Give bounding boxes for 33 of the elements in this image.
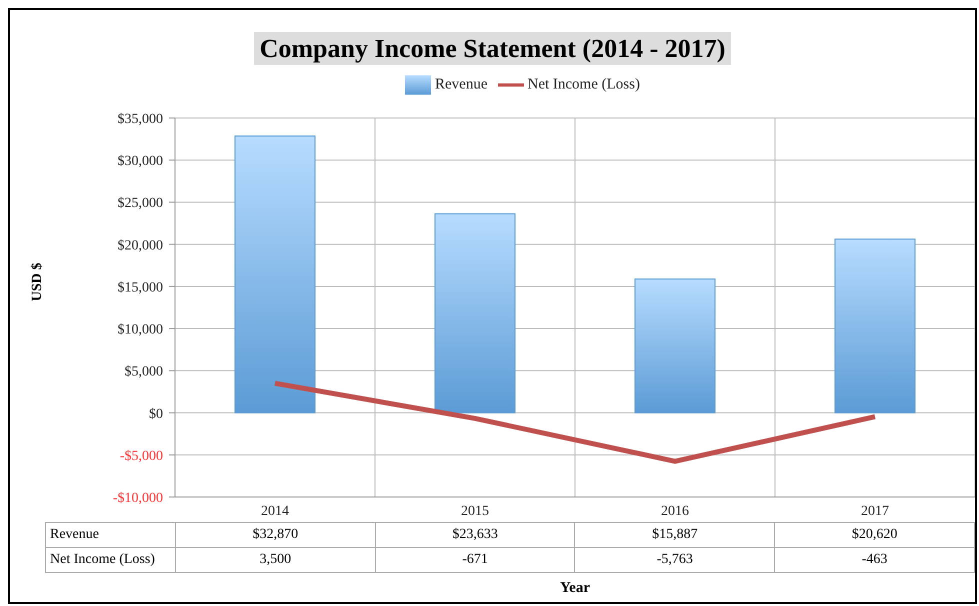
bar	[634, 278, 716, 414]
bar	[834, 238, 916, 414]
y-tick-label: $10,000	[118, 322, 163, 338]
y-tick-label: -$10,000	[112, 491, 163, 506]
x-tick-label: 2017	[861, 504, 889, 519]
x-tick-label: 2014	[261, 504, 289, 519]
data-label: 3,500	[175, 548, 376, 572]
y-tick-label: $15,000	[118, 280, 163, 296]
text: Net Income (Loss)	[50, 552, 155, 567]
bar	[234, 135, 316, 414]
data-label: -671	[375, 548, 575, 572]
y-tick-label: $5,000	[124, 364, 163, 380]
data-label: $15,887	[574, 522, 775, 548]
data-label: $20,620	[774, 522, 974, 548]
data-label: -463	[774, 548, 974, 572]
data-label: -5,763	[574, 548, 775, 572]
bar	[434, 213, 516, 414]
y-axis-title: USD $	[30, 262, 46, 302]
y-tick-label: $25,000	[118, 196, 163, 212]
x-axis-title: Year	[559, 580, 591, 597]
x-tick-label: 2015	[461, 504, 489, 519]
y-tick-label: $35,000	[118, 112, 163, 127]
y-tick-label: $0	[149, 406, 163, 422]
y-tick-label: $30,000	[118, 154, 163, 170]
y-tick-label: -$5,000	[120, 448, 163, 464]
text: Revenue	[50, 527, 99, 542]
data-label: $32,870	[175, 522, 376, 548]
legend-label: Revenue	[435, 76, 488, 92]
chart-title: Company Income Statement (2014 - 2017)	[254, 32, 732, 65]
data-label: $23,633	[375, 522, 575, 548]
y-tick-label: $20,000	[118, 238, 163, 254]
x-tick-label: 2016	[661, 504, 689, 519]
legend-label: Net Income (Loss)	[528, 76, 640, 92]
